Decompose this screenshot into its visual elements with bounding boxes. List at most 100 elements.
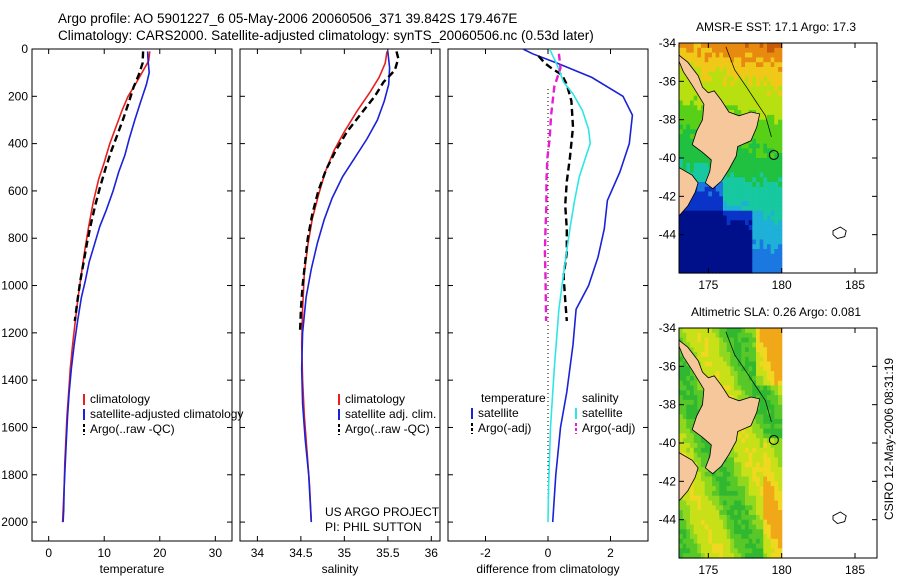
map-cell [748, 366, 753, 372]
map-cell [701, 239, 706, 245]
map-cell [759, 428, 764, 434]
map-cell [704, 268, 709, 274]
map-cell [701, 332, 706, 339]
map-cell [756, 100, 761, 106]
map-cell [679, 419, 684, 425]
map-cell [734, 361, 739, 367]
map-cell [756, 380, 761, 387]
map-cell [778, 500, 783, 506]
map-cell [693, 395, 698, 401]
map-cell [756, 529, 761, 535]
salinity-profile-frame [239, 48, 441, 542]
map-cell [704, 510, 709, 516]
map-cell [752, 438, 757, 444]
map-cell [737, 167, 742, 173]
x-tick-label: 36 [425, 546, 439, 560]
map-cell [712, 337, 717, 343]
map-cell [730, 239, 735, 245]
map-cell [693, 201, 698, 207]
map-cell [759, 143, 764, 149]
x-axis-label: salinity [322, 562, 359, 576]
map-cell [730, 467, 735, 473]
north-island-land [679, 339, 761, 475]
map-cell [704, 361, 709, 367]
map-cell [704, 538, 709, 545]
map-cell [693, 380, 698, 387]
map-cell [723, 328, 728, 334]
map-cell [686, 375, 691, 382]
map-cell [679, 143, 684, 149]
map-cell [741, 495, 746, 502]
map-cell [741, 356, 746, 363]
map-cell [679, 162, 684, 169]
map-cell [726, 253, 731, 260]
map-cell [745, 215, 750, 221]
map-cell [715, 548, 720, 554]
map-cell [767, 239, 772, 245]
map-cell [763, 90, 768, 97]
map-cell [697, 57, 702, 63]
map-cell [715, 76, 720, 82]
map-cell [778, 342, 783, 348]
map-cell [693, 52, 698, 58]
map-cell [737, 342, 742, 348]
map-cell [704, 263, 709, 269]
map-cell [730, 234, 735, 241]
map-cell [741, 143, 746, 149]
map-cell [770, 375, 775, 382]
map-cell [715, 62, 720, 68]
map-cell [774, 110, 779, 116]
map-cell [770, 452, 775, 458]
map-cell [778, 524, 783, 530]
map-cell [712, 220, 717, 226]
map-cell [748, 534, 753, 540]
map-cell [697, 490, 702, 497]
map-cell [767, 347, 772, 353]
map-cell [737, 90, 742, 97]
map-cell [682, 129, 687, 135]
map-cell [712, 81, 717, 87]
map-cell [774, 514, 779, 521]
map-cell [682, 543, 687, 549]
map-cell [693, 447, 698, 454]
map-cell [767, 158, 772, 164]
map-cell [756, 414, 761, 420]
map-cell [682, 263, 687, 269]
map-cell [679, 158, 684, 164]
map-cell [679, 395, 684, 401]
map-cell [723, 462, 728, 468]
map-cell [730, 229, 735, 236]
map-cell [737, 57, 742, 63]
map-cell [767, 467, 772, 473]
map-cell [701, 220, 706, 226]
map-cell [686, 538, 691, 545]
map-cell [767, 67, 772, 73]
map-cell [767, 371, 772, 377]
map-cell [756, 486, 761, 492]
map-cell [719, 263, 724, 269]
map-cell [719, 201, 724, 207]
map-cell [752, 220, 757, 226]
map-cell [752, 471, 757, 478]
map-cell [712, 258, 717, 264]
map-cell [778, 419, 783, 425]
map-cell [759, 548, 764, 554]
map-cell [763, 428, 768, 434]
map-cell [715, 486, 720, 492]
y-tick-label: 1400 [1, 373, 28, 387]
map-cell [756, 328, 761, 334]
map-cell [726, 548, 731, 554]
map-cell [756, 514, 761, 521]
map-cell [759, 447, 764, 454]
map-cell [774, 258, 779, 264]
map-cell [701, 196, 706, 202]
map-cell [730, 191, 735, 197]
map-cell [770, 119, 775, 126]
map-cell [748, 148, 753, 154]
map-cell [679, 375, 684, 382]
map-cell [763, 86, 768, 92]
map-cell [679, 114, 684, 121]
series-line-temperature-satellite [522, 49, 634, 523]
map-cell [737, 153, 742, 159]
map-cell [763, 162, 768, 169]
